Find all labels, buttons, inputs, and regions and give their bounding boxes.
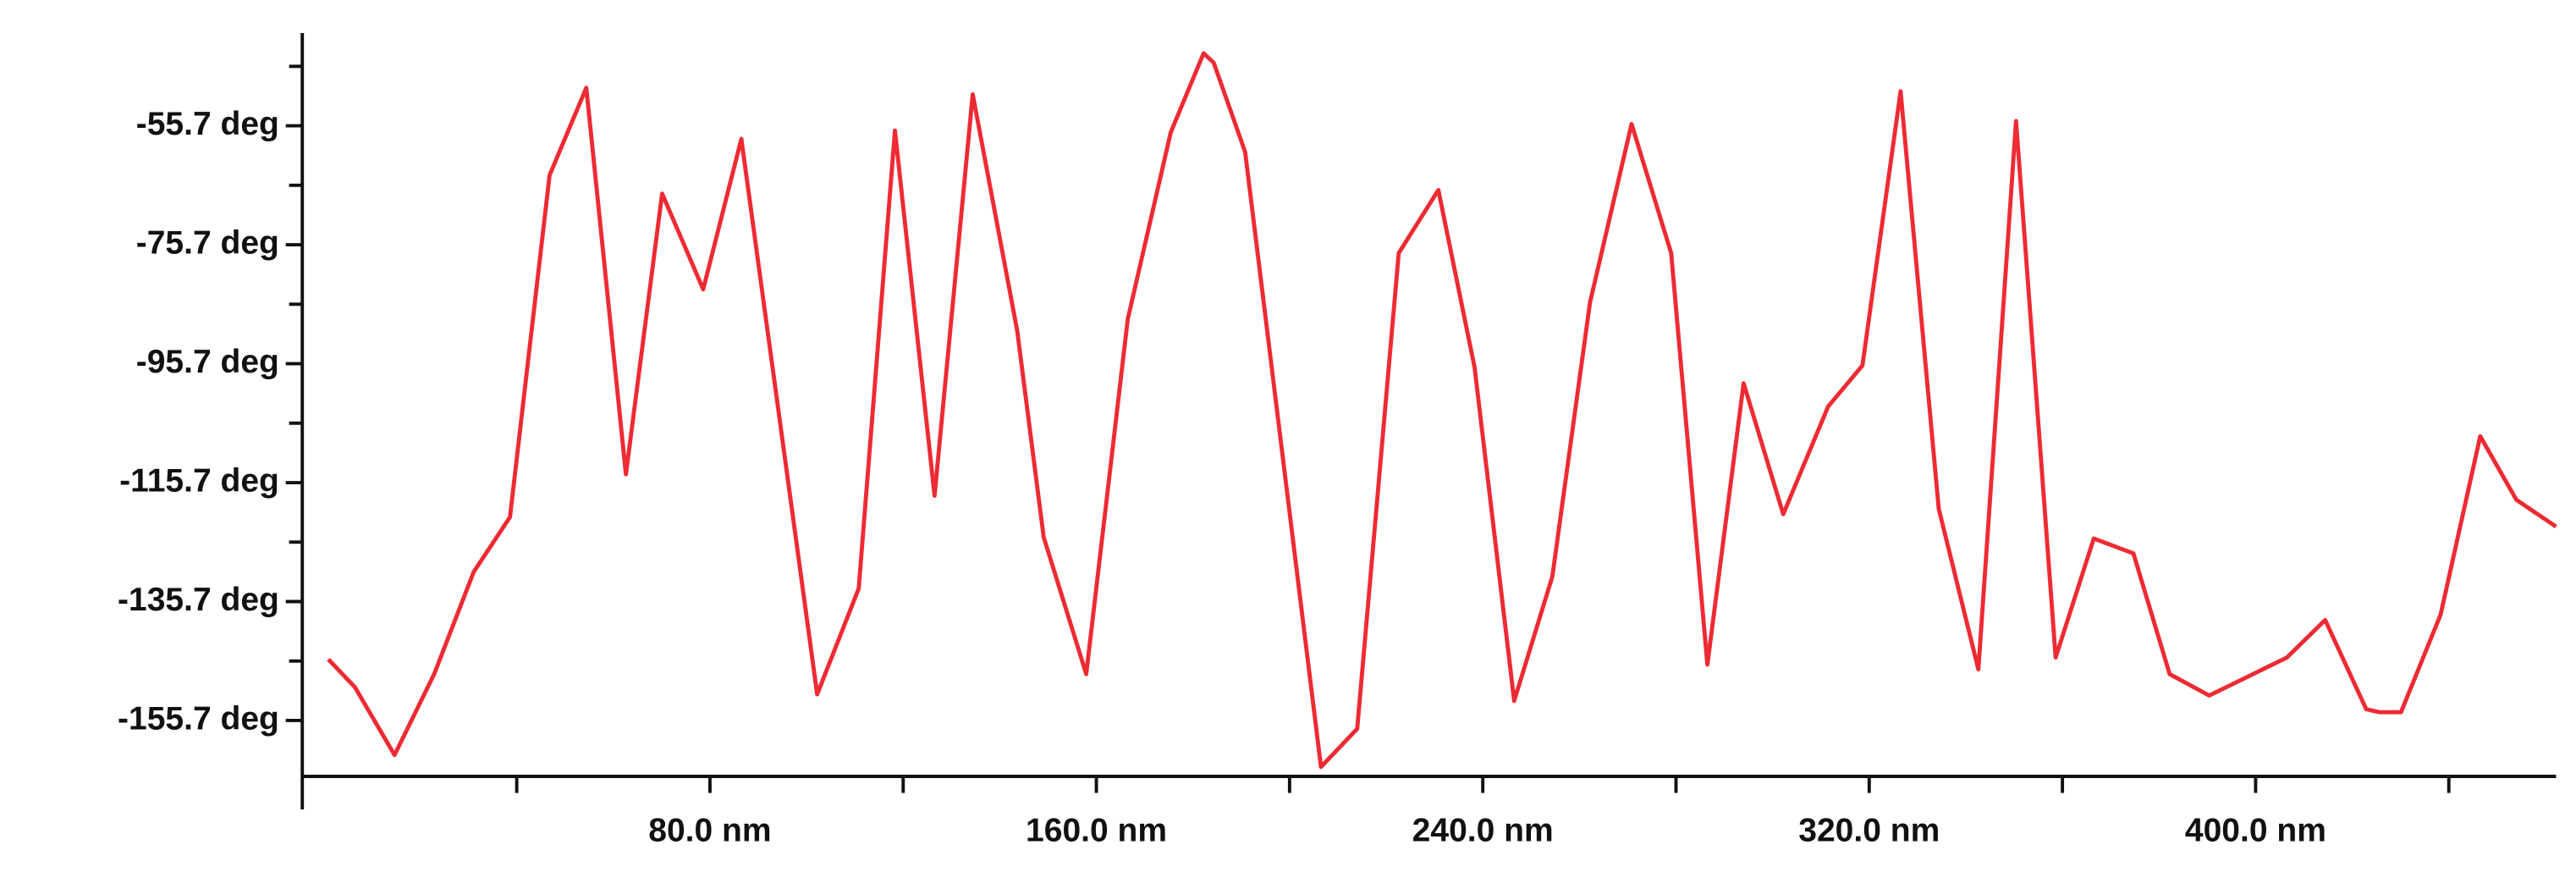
y-tick-label: -75.7 deg (136, 224, 279, 261)
data-line (327, 51, 2557, 770)
x-tick-label: 240.0 nm (1412, 813, 1554, 849)
y-tick-label: -155.7 deg (118, 700, 279, 737)
x-tick-label: 160.0 nm (1026, 813, 1167, 849)
y-tick-label: -95.7 deg (136, 344, 279, 380)
y-tick-label: -135.7 deg (118, 582, 279, 618)
x-tick-label: 320.0 nm (1798, 813, 1940, 849)
y-tick-label: -55.7 deg (136, 106, 279, 142)
y-tick-label: -115.7 deg (119, 462, 279, 499)
x-tick-label: 80.0 nm (648, 813, 771, 849)
x-tick-label: 400.0 nm (2185, 813, 2326, 849)
